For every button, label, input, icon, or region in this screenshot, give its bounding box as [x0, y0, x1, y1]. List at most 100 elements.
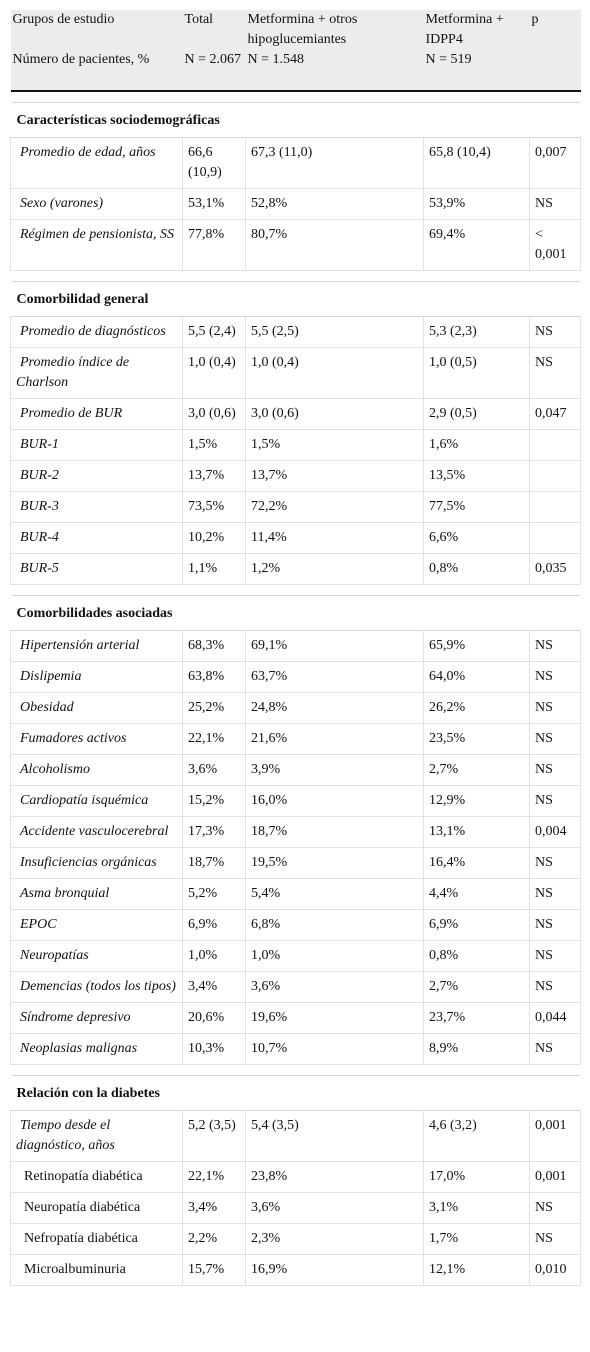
row-label-text: Insuficiencias orgánicas: [20, 855, 157, 870]
value-cell: 0,8%: [423, 553, 530, 585]
spacer-cell: [10, 1064, 581, 1076]
value-cell: NS: [529, 754, 581, 786]
row-label-text: Promedio índice de Charlson: [16, 355, 130, 390]
value-cell: NS: [529, 630, 581, 662]
value-cell: 23,7%: [423, 1002, 530, 1034]
section-spacer: [10, 1064, 581, 1076]
value-cell: 2,7%: [423, 754, 530, 786]
value-cell: [529, 491, 581, 523]
table-row: Nefropatía diabética 2,2% 2,3% 1,7% NS: [10, 1223, 581, 1255]
header-cell: [529, 50, 581, 92]
value-cell: 11,4%: [245, 522, 424, 554]
table-row: Sexo (varones) 53,1% 52,8% 53,9% NS: [10, 188, 581, 220]
section-header-row: Características sociodemográficas: [10, 102, 581, 138]
value-cell: 3,4%: [182, 1192, 246, 1224]
row-label: Promedio de BUR: [10, 398, 183, 430]
table-row: Promedio de BUR 3,0 (0,6) 3,0 (0,6) 2,9 (0,…: [10, 398, 581, 430]
header-cell: Metformina + IDPP4: [425, 12, 504, 47]
value-cell: 5,2 (3,5): [182, 1110, 246, 1162]
value-cell: 25,2%: [182, 692, 246, 724]
row-label-text: BUR-3: [20, 499, 59, 514]
value-cell: 1,1%: [182, 553, 246, 585]
table-header: Grupos de estudio Total Metformina + otr…: [10, 10, 581, 92]
value-cell: 23,5%: [423, 723, 530, 755]
table-row: Tiempo desde el diagnóstico, años 5,2 (3,…: [10, 1110, 581, 1162]
value-cell: NS: [529, 785, 581, 817]
value-cell: 0,035: [529, 553, 581, 585]
table-row: BUR-1 1,5% 1,5% 1,6%: [10, 429, 581, 461]
value-cell: 17,3%: [182, 816, 246, 848]
value-cell: 21,6%: [245, 723, 424, 755]
value-cell: [529, 429, 581, 461]
value-cell: 77,5%: [423, 491, 530, 523]
value-cell: 2,7%: [423, 971, 530, 1003]
table-row: BUR-4 10,2% 11,4% 6,6%: [10, 522, 581, 554]
value-cell: 5,4%: [245, 878, 424, 910]
header-row-patient-counts: Número de pacientes, % N = 2.067 N = 1.5…: [10, 50, 581, 92]
table-row: EPOC 6,9% 6,8% 6,9% NS: [10, 909, 581, 941]
table-row: BUR-2 13,7% 13,7% 13,5%: [10, 460, 581, 492]
header-cell: p: [531, 12, 539, 27]
row-label-text: Dislipemia: [20, 669, 82, 684]
value-cell: 3,1%: [423, 1192, 530, 1224]
row-label-text: Régimen de pensionista, SS: [20, 227, 174, 242]
value-cell: 1,0 (0,4): [182, 347, 246, 399]
row-label-text: Cardiopatía isquémica: [20, 793, 149, 808]
row-label: Régimen de pensionista, SS: [10, 219, 183, 271]
row-label: Neoplasias malignas: [10, 1033, 183, 1065]
value-cell: 1,5%: [182, 429, 246, 461]
row-label-text: Tiempo desde el diagnóstico, años: [16, 1118, 115, 1153]
spacer-cell: [10, 270, 581, 282]
table-row: Promedio índice de Charlson 1,0 (0,4) 1,0 …: [10, 347, 581, 399]
value-cell: 6,9%: [182, 909, 246, 941]
table-row: Accidente vasculocerebral 17,3% 18,7% 13,1%…: [10, 816, 581, 848]
value-cell: NS: [529, 188, 581, 220]
table-row: Insuficiencias orgánicas 18,7% 19,5% 16,4% N…: [10, 847, 581, 879]
row-label-text: BUR-5: [20, 561, 59, 576]
row-label: Insuficiencias orgánicas: [10, 847, 183, 879]
value-cell: NS: [529, 940, 581, 972]
value-cell: 67,3 (11,0): [245, 137, 424, 189]
table-row: Asma bronquial 5,2% 5,4% 4,4% NS: [10, 878, 581, 910]
table-row: Neoplasias malignas 10,3% 10,7% 8,9% NS: [10, 1033, 581, 1065]
row-label: Accidente vasculocerebral: [10, 816, 183, 848]
value-cell: 1,0 (0,4): [245, 347, 424, 399]
row-label-text: Alcoholismo: [20, 762, 90, 777]
table-row: Neuropatía diabética 3,4% 3,6% 3,1% NS: [10, 1192, 581, 1224]
section-spacer: [10, 270, 581, 282]
value-cell: 0,001: [529, 1161, 581, 1193]
value-cell: 77,8%: [182, 219, 246, 271]
value-cell: 5,2%: [182, 878, 246, 910]
table-row: Promedio de diagnósticos 5,5 (2,4) 5,5 (2,…: [10, 316, 581, 348]
value-cell: 3,6%: [245, 1192, 424, 1224]
value-cell: 69,4%: [423, 219, 530, 271]
table-row: Régimen de pensionista, SS 77,8% 80,7% 69,4…: [10, 219, 581, 271]
header-cell: N = 519: [423, 50, 530, 92]
value-cell: 1,6%: [423, 429, 530, 461]
row-label-text: Obesidad: [20, 700, 74, 715]
section-title: Comorbilidades asociadas: [10, 595, 581, 631]
value-cell: 16,0%: [245, 785, 424, 817]
value-cell: 15,7%: [182, 1254, 246, 1286]
value-cell: NS: [529, 661, 581, 693]
row-label-text: Neuropatías: [20, 948, 89, 963]
value-cell: 19,5%: [245, 847, 424, 879]
value-cell: 53,1%: [182, 188, 246, 220]
row-label-text: Sexo (varones): [20, 196, 104, 211]
table-body: Características sociodemográficas Promedi…: [10, 91, 581, 1286]
value-cell: NS: [529, 909, 581, 941]
value-cell: 4,6 (3,2): [423, 1110, 530, 1162]
value-cell: 0,044: [529, 1002, 581, 1034]
row-label: Retinopatía diabética: [10, 1161, 183, 1193]
value-cell: 1,7%: [423, 1223, 530, 1255]
value-cell: 17,0%: [423, 1161, 530, 1193]
row-label: Fumadores activos: [10, 723, 183, 755]
table-row: Fumadores activos 22,1% 21,6% 23,5% NS: [10, 723, 581, 755]
header-cell: Metformina + otros hipoglucemiantes: [247, 12, 358, 47]
value-cell: 68,3%: [182, 630, 246, 662]
value-cell: 1,0%: [182, 940, 246, 972]
value-cell: 52,8%: [245, 188, 424, 220]
row-label: Promedio índice de Charlson: [10, 347, 183, 399]
value-cell: [529, 522, 581, 554]
value-cell: 2,9 (0,5): [423, 398, 530, 430]
